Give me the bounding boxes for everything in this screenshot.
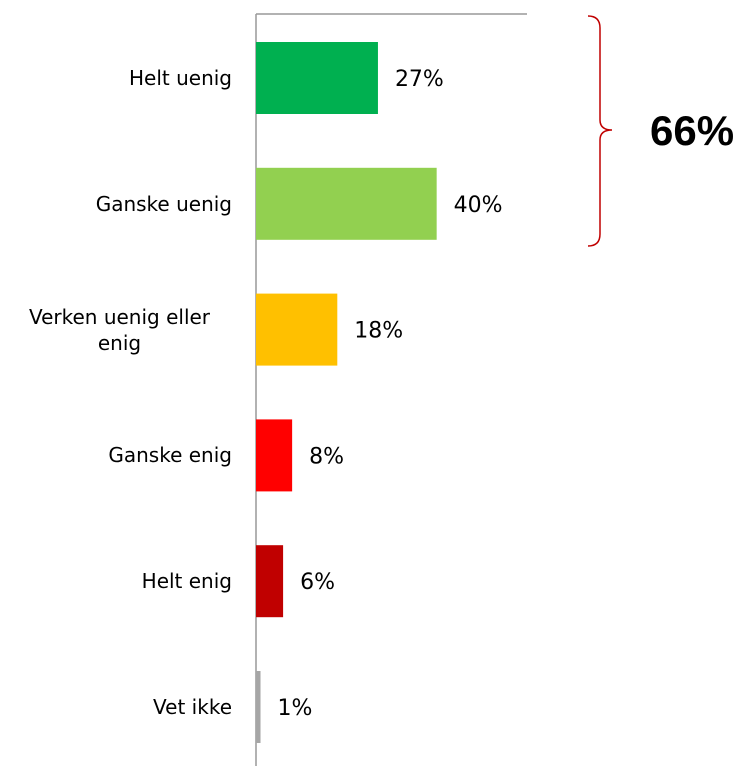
category-text: Helt enig <box>141 569 232 594</box>
category-text: Verken uenig eller enig <box>28 304 211 355</box>
value-label: 1% <box>278 696 313 721</box>
category-label: Helt enig <box>7 568 232 594</box>
value-label: 18% <box>354 319 403 344</box>
value-label: 40% <box>454 193 503 218</box>
category-text: Helt uenig <box>128 66 232 90</box>
category-text: Vet ikke <box>153 695 232 719</box>
bar <box>256 293 338 366</box>
category-text: Ganske enig <box>108 443 232 468</box>
bar <box>256 545 284 618</box>
value-label: 27% <box>395 67 444 92</box>
bar <box>256 419 293 492</box>
category-text: Ganske uenig <box>95 191 232 216</box>
category-label: Helt uenig <box>7 65 232 91</box>
category-label: Verken uenig eller enig <box>7 304 232 356</box>
category-label: Ganske enig <box>7 442 232 468</box>
bar <box>256 167 437 240</box>
category-label: Ganske uenig <box>7 191 232 217</box>
bracket <box>587 15 613 247</box>
value-label: 8% <box>309 444 344 469</box>
bar <box>256 671 261 743</box>
value-label: 6% <box>300 570 335 595</box>
category-label: Vet ikke <box>7 694 232 720</box>
bar <box>256 42 378 114</box>
annotation: 66% <box>650 107 734 154</box>
